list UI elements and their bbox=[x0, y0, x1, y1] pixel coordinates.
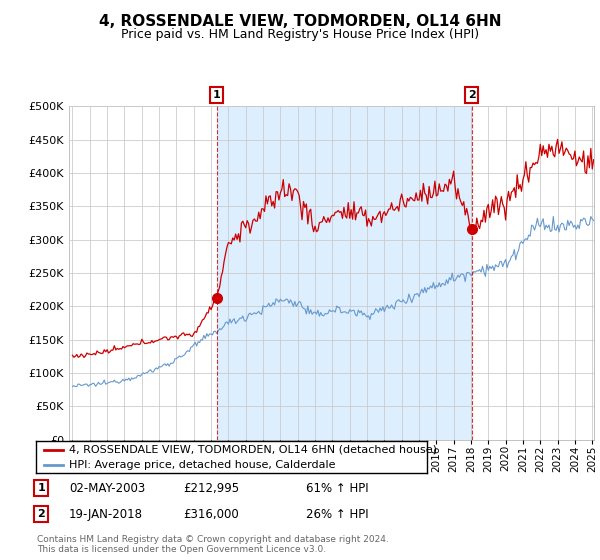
Text: £316,000: £316,000 bbox=[183, 507, 239, 521]
Text: £212,995: £212,995 bbox=[183, 482, 239, 495]
Text: 19-JAN-2018: 19-JAN-2018 bbox=[69, 507, 143, 521]
Text: 26% ↑ HPI: 26% ↑ HPI bbox=[306, 507, 368, 521]
Bar bbox=[217, 106, 472, 440]
Text: 61% ↑ HPI: 61% ↑ HPI bbox=[306, 482, 368, 495]
Text: HPI: Average price, detached house, Calderdale: HPI: Average price, detached house, Cald… bbox=[69, 460, 336, 470]
Text: 02-MAY-2003: 02-MAY-2003 bbox=[69, 482, 145, 495]
Text: 2: 2 bbox=[468, 90, 476, 100]
Text: This data is licensed under the Open Government Licence v3.0.: This data is licensed under the Open Gov… bbox=[37, 545, 326, 554]
Text: 1: 1 bbox=[213, 90, 221, 100]
Text: 4, ROSSENDALE VIEW, TODMORDEN, OL14 6HN: 4, ROSSENDALE VIEW, TODMORDEN, OL14 6HN bbox=[99, 14, 501, 29]
Text: 4, ROSSENDALE VIEW, TODMORDEN, OL14 6HN (detached house): 4, ROSSENDALE VIEW, TODMORDEN, OL14 6HN … bbox=[69, 445, 437, 455]
Text: Price paid vs. HM Land Registry's House Price Index (HPI): Price paid vs. HM Land Registry's House … bbox=[121, 28, 479, 41]
Text: 2: 2 bbox=[37, 509, 45, 519]
Text: 1: 1 bbox=[37, 483, 45, 493]
Text: Contains HM Land Registry data © Crown copyright and database right 2024.: Contains HM Land Registry data © Crown c… bbox=[37, 535, 389, 544]
